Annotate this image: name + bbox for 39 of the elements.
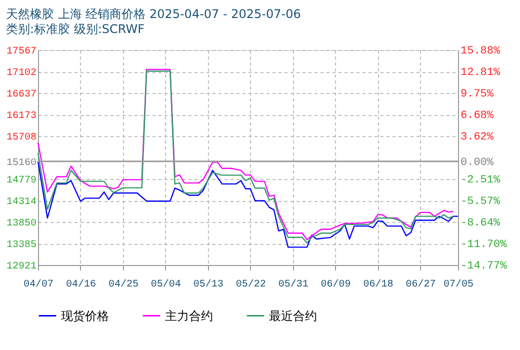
x-tick-label: 06/09 xyxy=(320,278,351,290)
y2-tick-label: -8.64% xyxy=(460,218,501,230)
y2-tick-label: 15.88% xyxy=(460,46,501,58)
y2-tick-label: 0.00% xyxy=(460,156,494,169)
line-series xyxy=(37,160,459,248)
x-tick-label: 05/13 xyxy=(193,278,224,290)
x-tick-label: 04/07 xyxy=(23,278,54,290)
x-tick-label: 07/05 xyxy=(443,278,474,290)
x-tick-label: 06/27 xyxy=(406,278,436,290)
x-tick-label: 06/18 xyxy=(363,278,394,290)
y-tick-label: 15708 xyxy=(6,132,36,144)
y-tick-label: 17102 xyxy=(6,68,36,80)
y2-tick-label: -5.57% xyxy=(460,196,501,208)
x-tick-label: 05/04 xyxy=(150,278,181,290)
legend-label: 最近合约 xyxy=(269,308,317,323)
y-tick-label: 14314 xyxy=(6,197,36,208)
y-tick-label: 13385 xyxy=(6,240,36,252)
y2-tick-label: 9.75% xyxy=(460,88,494,100)
x-tick-label: 05/31 xyxy=(278,278,308,290)
x-tick-label: 04/16 xyxy=(66,278,96,290)
chart-title: 天然橡胶 上海 经销商价格 2025-04-07 - 2025-07-06 xyxy=(6,7,301,21)
y-tick-label: 16173 xyxy=(6,111,36,122)
legend-label: 主力合约 xyxy=(165,308,213,323)
y-tick-label: 15160 xyxy=(6,158,36,169)
legend-label: 现货价格 xyxy=(61,308,109,323)
y-tick-label: 12921 xyxy=(6,262,36,272)
y-tick-label: 13850 xyxy=(6,218,36,230)
x-tick-label: 05/22 xyxy=(236,278,266,290)
y2-tick-label: 6.68% xyxy=(460,110,494,122)
y2-tick-label: -2.51% xyxy=(460,174,501,186)
x-tick-label: 04/25 xyxy=(108,278,138,290)
chart-subtitle: 类别:标准胶 级别:SCRWF xyxy=(6,22,145,36)
y2-tick-label: 3.62% xyxy=(460,132,494,144)
y2-tick-label: 12.81% xyxy=(460,67,501,80)
y-tick-label: 16637 xyxy=(6,90,36,101)
y-tick-label: 14779 xyxy=(6,176,36,187)
y-tick-label: 17567 xyxy=(6,46,36,58)
y2-tick-label: -14.77% xyxy=(460,260,508,272)
y2-tick-label: -11.70% xyxy=(460,238,508,251)
